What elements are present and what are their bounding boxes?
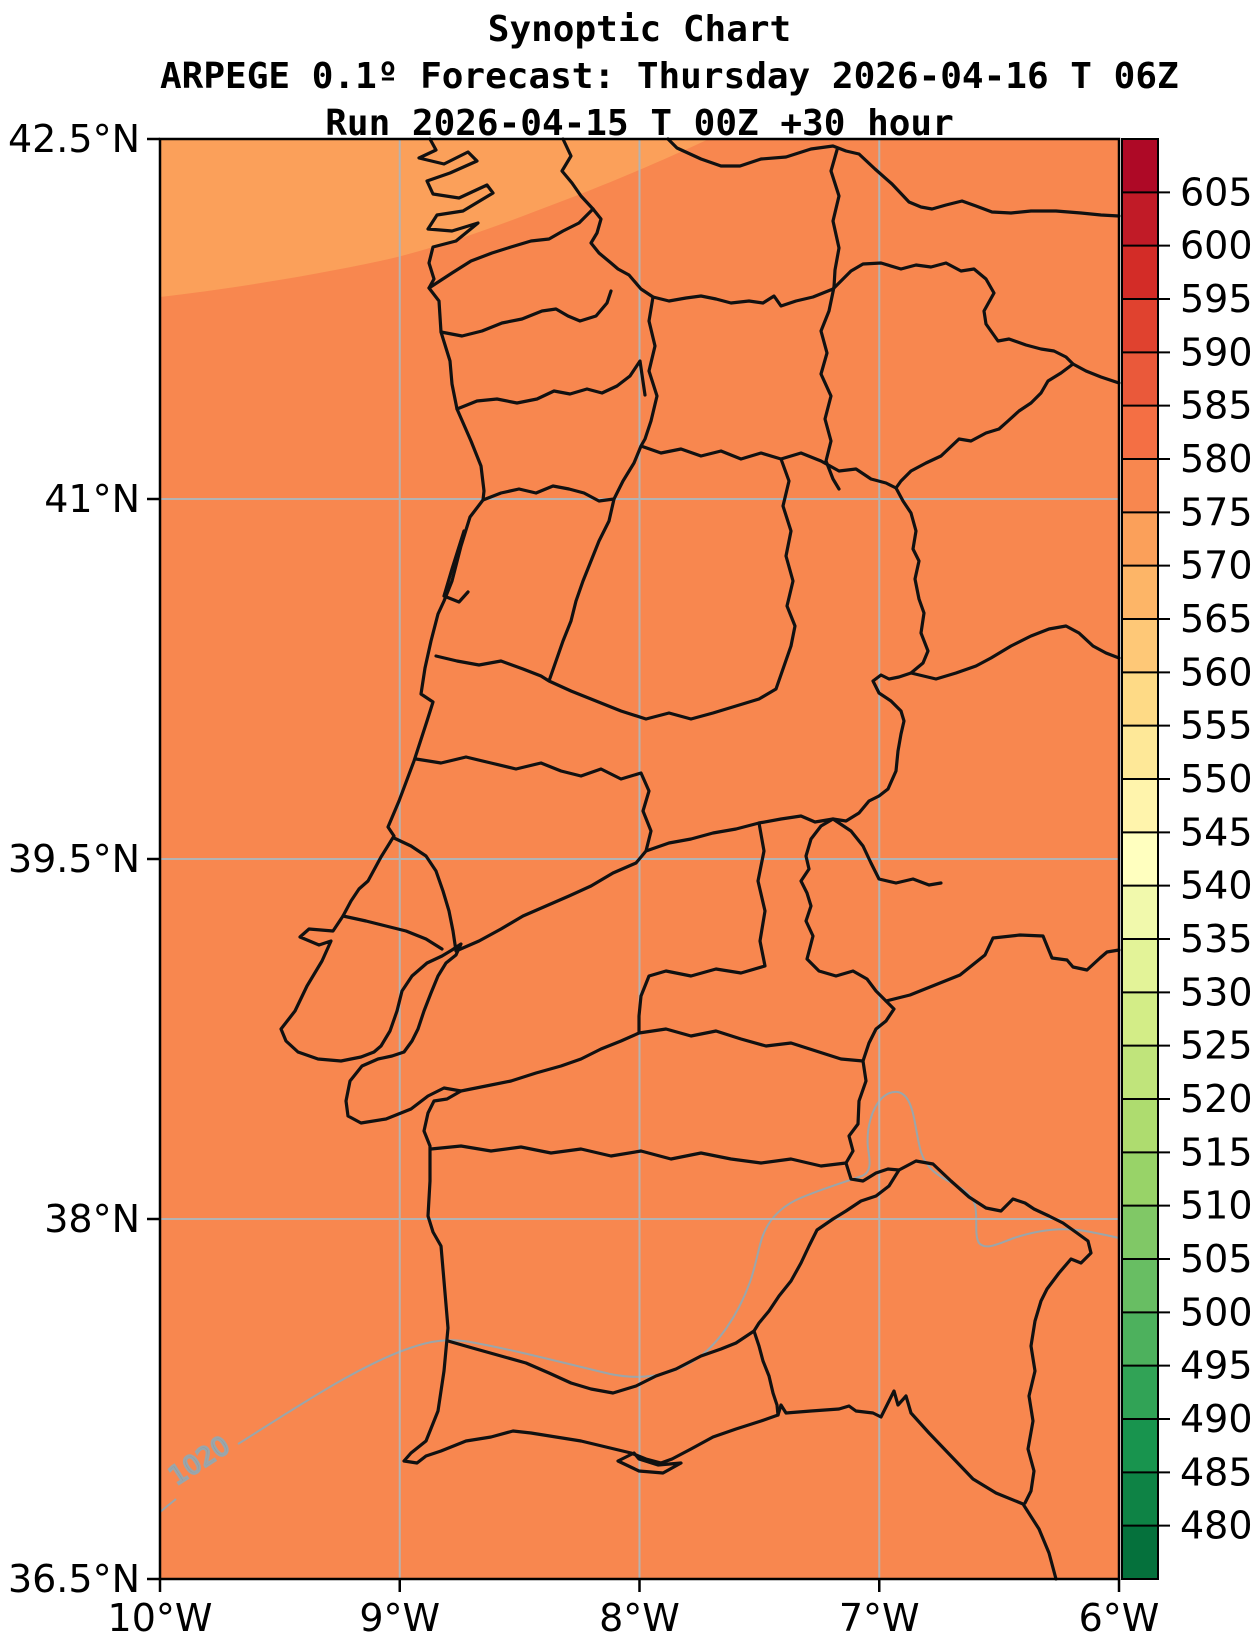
colorbar-tick-label: 600 bbox=[1180, 224, 1253, 268]
x-axis-tick-label: 7°W bbox=[839, 1596, 920, 1640]
colorbar-tick-label: 510 bbox=[1180, 1184, 1253, 1228]
colorbar-tick-label: 605 bbox=[1180, 170, 1253, 214]
colorbar-outline bbox=[1121, 138, 1159, 1580]
colorbar-segment bbox=[1122, 1365, 1158, 1420]
x-axis-tick-label: 9°W bbox=[359, 1596, 440, 1640]
y-axis-tick-label: 39.5°N bbox=[8, 837, 140, 881]
colorbar-segment bbox=[1122, 885, 1158, 940]
x-axis-tick-label: 10°W bbox=[108, 1596, 213, 1640]
colorbar-tick-label: 575 bbox=[1180, 490, 1253, 534]
colorbar-tick-label: 555 bbox=[1180, 704, 1253, 748]
colorbar-segment bbox=[1122, 672, 1158, 727]
spain-province-lines-center bbox=[831, 624, 1121, 1003]
colorbar-tick-label: 580 bbox=[1180, 437, 1253, 481]
colorbar-segment bbox=[1122, 459, 1158, 514]
isobar-1020-segment-a bbox=[159, 1498, 177, 1513]
colorbar-tick-label: 565 bbox=[1180, 597, 1253, 641]
y-axis-tick-label: 41°N bbox=[44, 477, 140, 521]
colorbar-segment bbox=[1122, 1419, 1158, 1474]
isobar-1020-segment-b bbox=[237, 1090, 1120, 1445]
colorbar-segment bbox=[1122, 779, 1158, 834]
colorbar-tick-label: 550 bbox=[1180, 757, 1253, 801]
y-axis-tick-label: 42.5°N bbox=[8, 117, 140, 161]
colorbar-segment bbox=[1122, 725, 1158, 780]
chart-run-info: Run 2026-04-15 T 00Z +30 hour bbox=[325, 103, 954, 144]
colorbar-tick-label: 500 bbox=[1180, 1290, 1253, 1334]
colorbar-segment bbox=[1122, 1152, 1158, 1207]
colorbar-segment bbox=[1122, 1312, 1158, 1367]
colorbar-tick-label: 505 bbox=[1180, 1237, 1253, 1281]
colorbar-segment bbox=[1122, 512, 1158, 567]
colorbar-tick-label: 535 bbox=[1180, 917, 1253, 961]
colorbar-tick-label: 515 bbox=[1180, 1130, 1253, 1174]
colorbar-segment bbox=[1122, 565, 1158, 620]
y-axis-tick-label: 38°N bbox=[44, 1197, 140, 1241]
colorbar-tick-label: 490 bbox=[1180, 1397, 1253, 1441]
y-axis: 42.5°N 41°N 39.5°N 38°N 36.5°N bbox=[8, 117, 160, 1601]
coastline bbox=[279, 137, 1058, 1581]
colorbar-tick-label: 530 bbox=[1180, 970, 1253, 1014]
colorbar-tick-label: 545 bbox=[1180, 810, 1253, 854]
colorbar-tick-label: 525 bbox=[1180, 1024, 1253, 1068]
colorbar-segment bbox=[1122, 1259, 1158, 1314]
colorbar-segment bbox=[1122, 1472, 1158, 1527]
colorbar-segment bbox=[1122, 352, 1158, 407]
colorbar-segment bbox=[1122, 245, 1158, 300]
colorbar-tick-label: 570 bbox=[1180, 544, 1253, 588]
colorbar-segment bbox=[1122, 1525, 1158, 1580]
colorbar-segment bbox=[1122, 192, 1158, 247]
coastline-and-boundaries bbox=[279, 137, 1121, 1581]
x-axis-tick-label: 8°W bbox=[599, 1596, 680, 1640]
colorbar-segment bbox=[1122, 1045, 1158, 1100]
colorbar-tick-label: 480 bbox=[1180, 1504, 1253, 1548]
colorbar-segment bbox=[1122, 405, 1158, 460]
colorbar: 605 600 595 590 585 580 575 570 565 560 555 550 545 5… bbox=[1121, 138, 1253, 1580]
colorbar-segment bbox=[1122, 619, 1158, 674]
portugal-spain-border bbox=[427, 207, 1075, 1417]
district-boundaries-south bbox=[429, 821, 865, 1395]
spain-province-lines-south bbox=[897, 1159, 1093, 1505]
colorbar-segment bbox=[1122, 1205, 1158, 1260]
y-axis-tick-label: 36.5°N bbox=[8, 1557, 140, 1601]
chart-subtitle: ARPEGE 0.1º Forecast: Thursday 2026-04-1… bbox=[160, 56, 1179, 97]
colorbar-tick-label: 585 bbox=[1180, 384, 1253, 428]
colorbar-segment bbox=[1122, 832, 1158, 887]
title-block: Synoptic Chart ARPEGE 0.1º Forecast: Thu… bbox=[160, 6, 1179, 147]
aveiro-lagoon-spit bbox=[442, 529, 470, 604]
colorbar-tick-label: 540 bbox=[1180, 864, 1253, 908]
district-boundaries-center bbox=[341, 457, 835, 953]
colorbar-tick-label: 485 bbox=[1180, 1450, 1253, 1494]
colorbar-tick-label: 595 bbox=[1180, 277, 1253, 321]
colorbar-segment bbox=[1122, 139, 1158, 194]
colorbar-tick-label: 495 bbox=[1180, 1344, 1253, 1388]
colorbar-tick-label: 560 bbox=[1180, 650, 1253, 694]
x-axis-tick-label: 6°W bbox=[1079, 1596, 1160, 1640]
colorbar-segment bbox=[1122, 299, 1158, 354]
ria-formosa-spit bbox=[616, 1451, 683, 1475]
colorbar-segment bbox=[1122, 992, 1158, 1047]
district-boundaries-north bbox=[439, 285, 898, 503]
colorbar-tick-label: 520 bbox=[1180, 1077, 1253, 1121]
colorbar-segment bbox=[1122, 939, 1158, 994]
spain-province-lines-north bbox=[560, 137, 1121, 385]
colorbar-tick-label: 590 bbox=[1180, 330, 1253, 374]
chart-title: Synoptic Chart bbox=[487, 9, 792, 50]
colorbar-segment bbox=[1122, 1099, 1158, 1154]
x-axis: 10°W 9°W 8°W 7°W 6°W bbox=[108, 1579, 1160, 1640]
